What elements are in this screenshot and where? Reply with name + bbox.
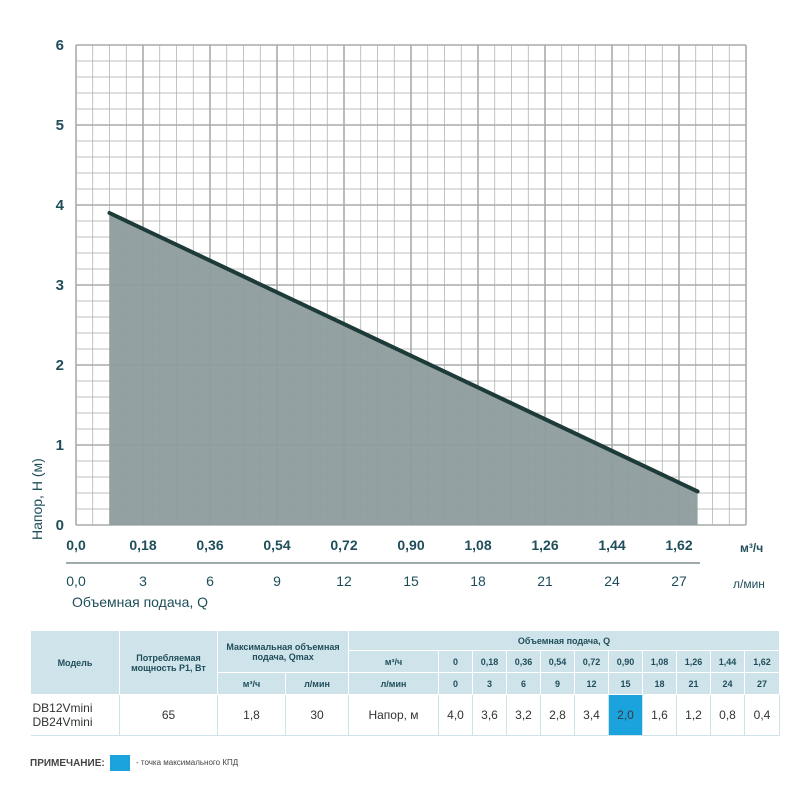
head-value-cell: 1,6 xyxy=(642,694,678,736)
x-tick-label-m3h: 1,62 xyxy=(665,537,692,553)
x-tick-label-m3h: 0,54 xyxy=(263,537,290,553)
x-tick-label-m3h: 0,72 xyxy=(330,537,357,553)
head-value-cell: 0,8 xyxy=(710,694,746,736)
note-title: ПРИМЕЧАНИЕ: xyxy=(30,758,105,769)
head-label-cell: Напор, м xyxy=(348,694,440,736)
x-axis-label: Объемная подача, Q xyxy=(72,594,209,610)
y-axis-ticks: 0 1 2 3 4 5 6 xyxy=(56,37,65,534)
x-tick-label-lmin: 27 xyxy=(671,573,687,589)
header-flow-m3h-value: 1,62 xyxy=(744,650,781,673)
x-tick-label-lmin: 15 xyxy=(403,573,419,589)
model-name-2: DB24Vmini xyxy=(32,715,93,729)
header-flow-m3h-value: 0,36 xyxy=(506,650,542,673)
model-cell: DB12Vmini DB24Vmini xyxy=(30,694,120,736)
header-flow-m3h-value: 0,18 xyxy=(472,650,508,673)
x-tick-label-m3h: 0,18 xyxy=(129,537,156,553)
x-tick-label-m3h: 0,90 xyxy=(397,537,424,553)
header-unit-lmin: л/мин xyxy=(348,672,440,695)
x-tick-label-lmin: 24 xyxy=(604,573,620,589)
header-flow-m3h-value: 1,08 xyxy=(642,650,678,673)
power-cell: 65 xyxy=(119,694,218,736)
x-tick-label-m3h: 1,26 xyxy=(531,537,558,553)
performance-table: Модель Потребляемая мощность P1, Вт Макс… xyxy=(30,630,781,736)
x-tick-label-m3h: 0,0 xyxy=(66,537,86,553)
x-axis-ticks-lmin: 0,0 3 6 9 12 15 18 21 24 27 xyxy=(66,573,687,589)
x-tick-label-lmin: 3 xyxy=(139,573,147,589)
head-value-cell: 1,2 xyxy=(676,694,712,736)
chart-area-fill xyxy=(109,213,698,525)
header-unit-m3h: м³/ч xyxy=(348,650,440,673)
header-flow-lmin-value: 6 xyxy=(506,672,542,695)
x-tick-label-lmin: 0,0 xyxy=(66,573,86,589)
head-value-cell: 0,4 xyxy=(744,694,781,736)
head-value-cell: 3,2 xyxy=(506,694,542,736)
y-tick-label: 0 xyxy=(56,517,64,534)
header-flow-lmin-value: 24 xyxy=(710,672,746,695)
y-tick-label: 1 xyxy=(56,437,64,454)
x-tick-label-lmin: 6 xyxy=(206,573,214,589)
head-curve-line xyxy=(107,211,700,494)
x-tick-label-m3h: 1,08 xyxy=(464,537,491,553)
x-unit-lmin: л/мин xyxy=(733,577,765,591)
head-value-cell: 2,8 xyxy=(540,694,576,736)
x-tick-label-lmin: 9 xyxy=(273,573,281,589)
header-flow-m3h-value: 0,72 xyxy=(574,650,610,673)
x-tick-label-m3h: 1,44 xyxy=(598,537,625,553)
header-qmax-lmin: л/мин xyxy=(284,672,350,695)
y-axis-label: Напор, H (м) xyxy=(29,458,45,540)
header-flow-lmin-value: 21 xyxy=(676,672,712,695)
x-tick-label-lmin: 21 xyxy=(537,573,553,589)
head-value-cell: 2,0 xyxy=(608,694,644,736)
header-flow: Объемная подача, Q xyxy=(348,630,781,651)
header-flow-lmin-value: 27 xyxy=(744,672,781,695)
header-flow-lmin-value: 3 xyxy=(472,672,508,695)
header-flow-m3h-value: 1,44 xyxy=(710,650,746,673)
head-value-cell: 4,0 xyxy=(438,694,474,736)
qmax-lmin-cell: 30 xyxy=(285,694,350,736)
header-power: Потребляемая мощность P1, Вт xyxy=(119,630,218,695)
x-axis-ticks-m3h: 0,0 0,18 0,36 0,54 0,72 0,90 1,08 1,26 1,44 1,62 xyxy=(66,537,693,553)
header-flow-m3h-value: 0,90 xyxy=(608,650,644,673)
y-tick-label: 4 xyxy=(56,197,65,214)
header-flow-m3h-value: 0,54 xyxy=(540,650,576,673)
y-tick-label: 3 xyxy=(56,277,64,294)
header-flow-m3h-value: 1,26 xyxy=(676,650,712,673)
head-value-cell: 3,6 xyxy=(472,694,508,736)
x-tick-label-lmin: 12 xyxy=(336,573,352,589)
header-flow-lmin-value: 9 xyxy=(540,672,576,695)
max-efficiency-swatch xyxy=(110,755,130,771)
y-tick-label: 2 xyxy=(56,357,64,374)
header-model: Модель xyxy=(30,630,120,695)
header-flow-m3h-value: 0 xyxy=(438,650,474,673)
header-flow-lmin-value: 15 xyxy=(608,672,644,695)
head-value-cell: 3,4 xyxy=(574,694,610,736)
x-unit-m3h: м³/ч xyxy=(740,541,763,555)
y-tick-label: 5 xyxy=(56,117,64,134)
header-flow-lmin-value: 0 xyxy=(438,672,474,695)
qmax-m3h-cell: 1,8 xyxy=(217,694,286,736)
header-flow-lmin-value: 12 xyxy=(574,672,610,695)
x-tick-label-m3h: 0,36 xyxy=(196,537,223,553)
header-flow-lmin-value: 18 xyxy=(642,672,678,695)
x-tick-label-lmin: 18 xyxy=(470,573,486,589)
y-tick-label: 6 xyxy=(56,37,64,54)
header-qmax: Максимальная объемная подача, Qmax xyxy=(216,630,350,673)
header-qmax-m3h: м³/ч xyxy=(217,672,286,695)
model-name-1: DB12Vmini xyxy=(32,701,93,715)
note-text: - точка максимального КПД xyxy=(136,758,239,767)
